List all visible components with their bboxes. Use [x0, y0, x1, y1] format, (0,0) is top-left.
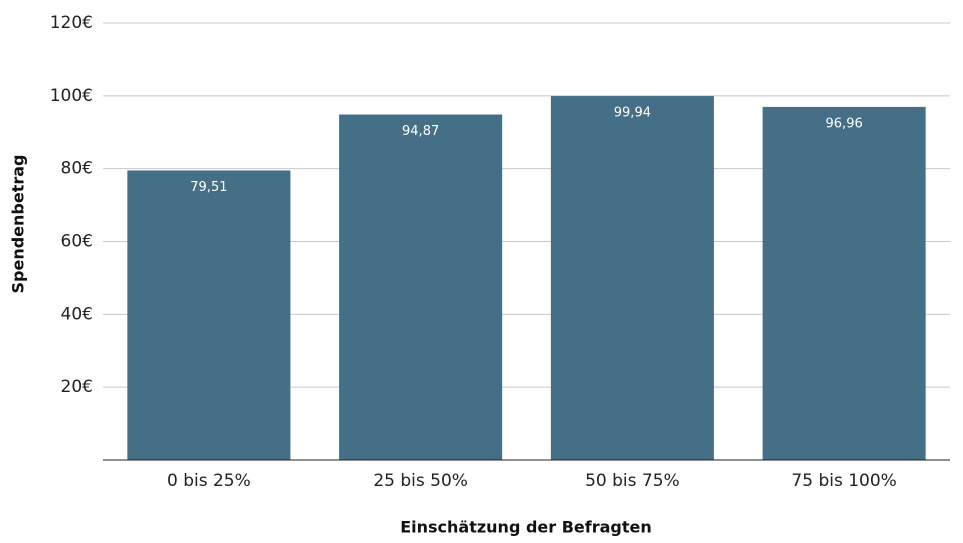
y-tick-label: 80€	[61, 159, 93, 179]
x-axis-title: Einschätzung der Befragten	[400, 518, 652, 537]
x-tick-label: 50 bis 75%	[585, 471, 680, 491]
value-label: 79,51	[190, 180, 227, 195]
y-tick-label: 120€	[50, 13, 93, 33]
y-tick-label: 40€	[61, 304, 93, 324]
bar	[127, 170, 291, 460]
value-label: 94,87	[402, 124, 439, 139]
bar	[339, 114, 503, 461]
x-tick-label: 25 bis 50%	[373, 471, 468, 491]
y-tick-label: 20€	[61, 377, 93, 397]
y-tick-label: 60€	[61, 232, 93, 252]
x-tick-label: 0 bis 25%	[167, 471, 251, 491]
x-tick-label: 75 bis 100%	[791, 471, 896, 491]
value-label: 96,96	[826, 116, 863, 131]
y-axis-title: Spendenbetrag	[9, 154, 28, 293]
bar	[550, 96, 714, 461]
y-tick-label: 100€	[50, 86, 93, 106]
value-label: 99,94	[614, 106, 651, 121]
bar	[762, 106, 926, 461]
